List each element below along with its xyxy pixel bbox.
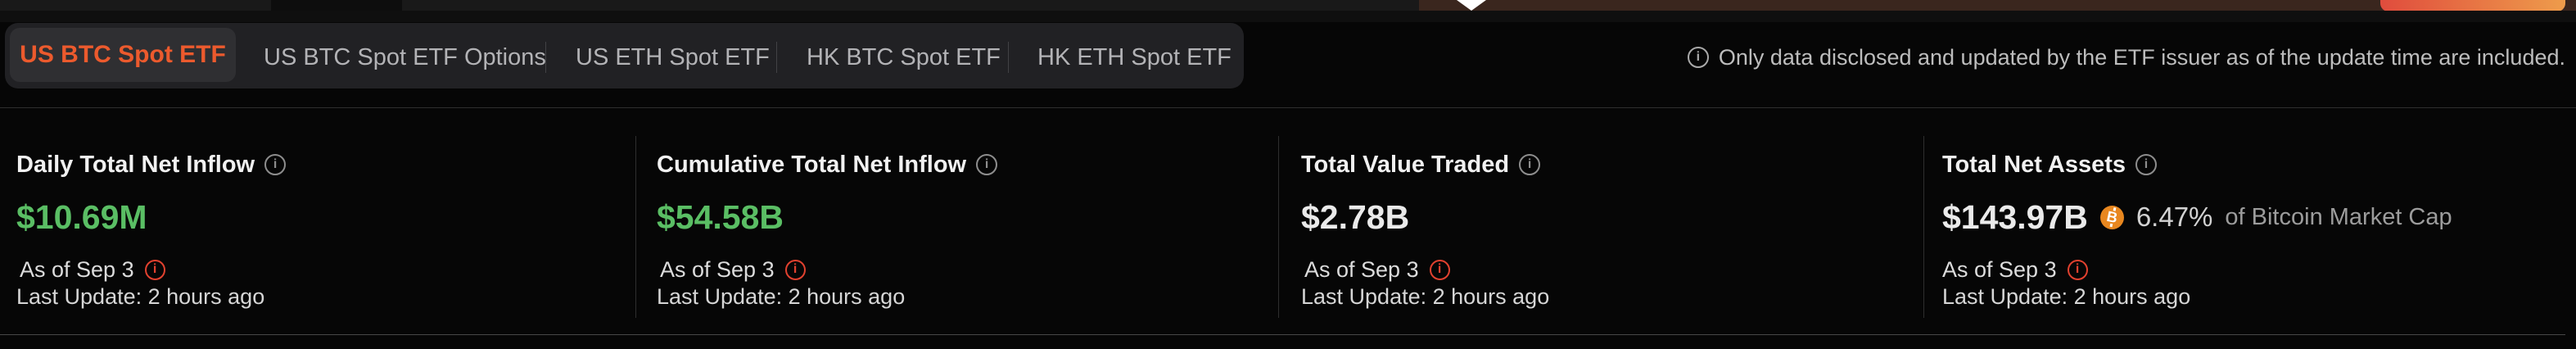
tab-hk-eth-spot-etf[interactable]: HK ETH Spot ETF — [1037, 43, 1232, 71]
card-value: $54.58B — [657, 198, 784, 236]
data-disclaimer-notice: i Only data disclosed and updated by the… — [1687, 44, 2565, 70]
promo-banner-fragment — [1419, 0, 2576, 11]
btc-market-cap-suffix: of Bitcoin Market Cap — [2225, 204, 2452, 230]
as-of-date: As of Sep 3 — [20, 256, 134, 282]
info-icon[interactable]: i — [264, 154, 287, 175]
card-daily-total-net-inflow: Daily Total Net Inflow i $10.69M As of S… — [16, 0, 622, 349]
last-update: Last Update: 2 hours ago — [657, 284, 906, 309]
etf-tab-bar: US BTC Spot ETF US BTC Spot ETF Options … — [5, 23, 1244, 88]
bitcoin-glyph: B — [2104, 207, 2119, 227]
info-icon[interactable]: i — [1519, 154, 1541, 175]
card-divider — [1923, 136, 1924, 318]
as-of-date: As of Sep 3 — [660, 256, 775, 282]
as-of-date: As of Sep 3 — [1304, 256, 1419, 282]
tab-divider — [1008, 42, 1009, 73]
tab-label: HK BTC Spot ETF — [807, 44, 1001, 70]
as-of-row: As of Sep 3 i — [1304, 257, 1450, 282]
card-title: Cumulative Total Net Inflow — [657, 151, 967, 178]
tab-label: US BTC Spot ETF — [20, 41, 226, 68]
header-shadow-strip — [0, 11, 2576, 22]
disclaimer-text: Only data disclosed and updated by the E… — [1718, 44, 2565, 70]
header-bottom-strip — [0, 0, 2576, 11]
last-update: Last Update: 2 hours ago — [1301, 284, 1550, 309]
tab-divider — [545, 42, 546, 73]
alert-info-icon[interactable]: i — [2067, 259, 2088, 280]
info-icon[interactable]: i — [1687, 47, 1709, 68]
tab-label: US ETH Spot ETF — [576, 44, 770, 70]
card-title-row: Cumulative Total Net Inflow i — [657, 151, 998, 179]
info-icon[interactable]: i — [2135, 154, 2157, 175]
card-total-net-assets: Total Net Assets i $143.97B B 6.47% of B… — [1942, 0, 2573, 349]
card-divider — [635, 136, 636, 318]
last-update: Last Update: 2 hours ago — [16, 284, 265, 309]
info-icon[interactable]: i — [976, 154, 998, 175]
card-divider — [1278, 136, 1279, 318]
as-of-row: As of Sep 3 i — [660, 257, 806, 282]
tab-label: US BTC Spot ETF Options — [264, 44, 546, 70]
card-title: Daily Total Net Inflow — [16, 151, 255, 178]
section-divider — [0, 334, 2565, 335]
alert-info-icon[interactable]: i — [784, 259, 806, 280]
card-cumulative-total-net-inflow: Cumulative Total Net Inflow i $54.58B As… — [657, 0, 1263, 349]
tab-divider — [776, 42, 777, 73]
card-value: $143.97B — [1942, 198, 2088, 236]
section-divider — [0, 107, 2576, 108]
tab-us-btc-spot-etf-options[interactable]: US BTC Spot ETF Options — [264, 43, 546, 71]
card-total-value-traded: Total Value Traded i $2.78B As of Sep 3 … — [1301, 0, 1907, 349]
as-of-date: As of Sep 3 — [1942, 256, 2057, 282]
tab-us-btc-spot-etf[interactable]: US BTC Spot ETF — [10, 28, 236, 82]
card-title-row: Total Value Traded i — [1301, 151, 1541, 179]
card-title: Total Value Traded — [1301, 151, 1510, 178]
tab-label: HK ETH Spot ETF — [1037, 44, 1232, 70]
card-value-row: $143.97B B 6.47% of Bitcoin Market Cap — [1942, 197, 2452, 238]
nav-item-fragment — [271, 0, 402, 11]
card-value: $10.69M — [16, 198, 147, 236]
alert-info-icon[interactable]: i — [1429, 259, 1450, 280]
promo-button-fragment[interactable] — [2380, 0, 2565, 11]
alert-info-icon[interactable]: i — [144, 259, 165, 280]
as-of-row: As of Sep 3 i — [1942, 257, 2088, 282]
tab-hk-btc-spot-etf[interactable]: HK BTC Spot ETF — [807, 43, 1001, 71]
card-value: $2.78B — [1301, 198, 1410, 236]
card-title-row: Daily Total Net Inflow i — [16, 151, 287, 179]
as-of-row: As of Sep 3 i — [20, 257, 165, 282]
tooltip-arrow-icon — [1457, 0, 1486, 11]
btc-market-cap-percent: 6.47% — [2135, 202, 2213, 232]
tab-us-eth-spot-etf[interactable]: US ETH Spot ETF — [576, 43, 770, 71]
last-update: Last Update: 2 hours ago — [1942, 284, 2191, 309]
card-title-row: Total Net Assets i — [1942, 151, 2157, 179]
card-title: Total Net Assets — [1942, 151, 2126, 178]
bitcoin-icon: B — [2099, 205, 2124, 229]
